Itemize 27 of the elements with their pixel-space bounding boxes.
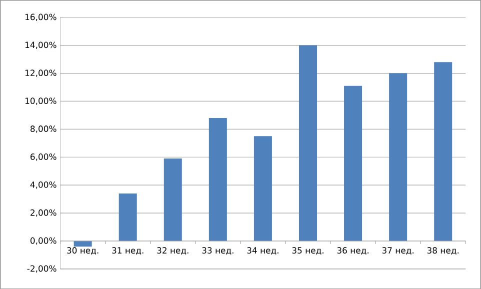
y-tick-label: 16,00% [25, 14, 56, 21]
x-tick-label: 37 нед. [382, 247, 414, 254]
x-tick-label: 36 нед. [337, 247, 368, 254]
bar [298, 45, 317, 241]
y-tick-label: 4,00% [30, 181, 56, 189]
bar [164, 158, 182, 241]
bar [254, 136, 272, 241]
x-tick-label: 33 нед. [202, 247, 234, 254]
x-tick-label: 30 нед. [67, 247, 98, 254]
y-tick-label: 0,00% [30, 237, 56, 244]
bar [434, 62, 452, 241]
bar [344, 86, 362, 241]
x-tick-label: 38 нед. [427, 247, 459, 254]
x-tick-label: 32 нед. [157, 247, 188, 254]
bar [208, 118, 227, 241]
y-tick-label: 12,00% [25, 69, 56, 77]
y-tick-label: 6,00% [30, 153, 56, 161]
y-tick-label: -2,00% [27, 265, 56, 272]
x-tick-label: 34 нед. [247, 247, 278, 254]
y-tick-label: 2,00% [30, 209, 56, 217]
x-tick-label: 35 нед. [292, 247, 324, 254]
bar [389, 73, 408, 241]
y-tick-label: 8,00% [30, 125, 56, 133]
bar [118, 193, 137, 241]
y-tick-label: 14,00% [25, 42, 56, 49]
x-tick-label: 31 нед. [112, 247, 144, 254]
y-tick-label: 10,00% [25, 97, 56, 105]
